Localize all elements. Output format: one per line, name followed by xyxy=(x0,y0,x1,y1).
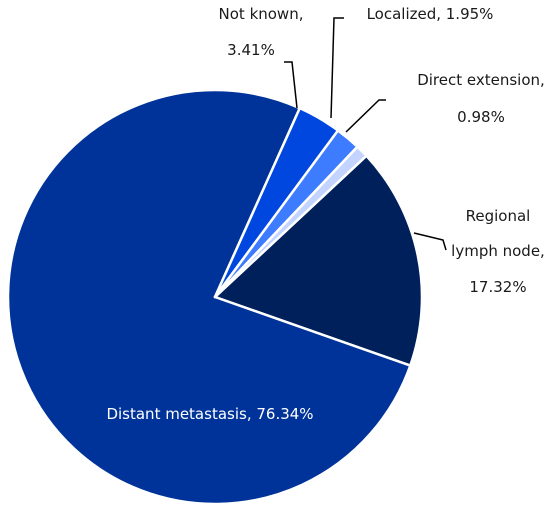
label-regional-value: 17.32% xyxy=(469,278,526,296)
leader-regional xyxy=(414,233,446,250)
label-direct-value: 0.98% xyxy=(457,108,505,126)
label-not-known-line1: Not known, xyxy=(219,5,304,23)
leader-direct xyxy=(346,100,386,132)
label-direct-line1: Direct extension, xyxy=(417,71,545,89)
label-regional-line1: Regional xyxy=(466,207,531,225)
label-localized: Localized, 1.95% xyxy=(367,5,494,23)
label-distant: Distant metastasis, 76.34% xyxy=(106,405,313,423)
label-regional-line2: lymph node, xyxy=(451,242,545,260)
leader-not-known xyxy=(284,62,297,108)
leader-localized xyxy=(331,18,344,118)
label-not-known-value: 3.41% xyxy=(227,41,275,59)
pie-slices xyxy=(8,90,422,504)
